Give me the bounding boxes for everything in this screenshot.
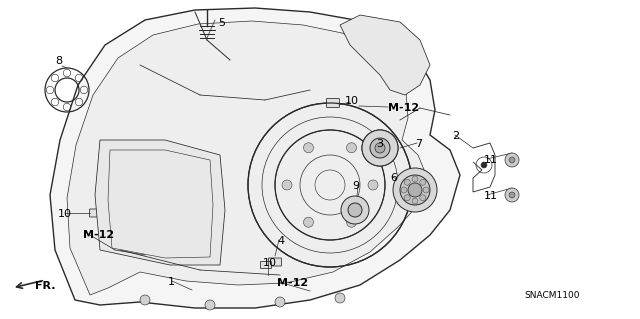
Text: M-12: M-12 bbox=[277, 278, 308, 288]
Circle shape bbox=[404, 179, 410, 185]
Circle shape bbox=[423, 187, 429, 193]
Text: 7: 7 bbox=[415, 139, 422, 149]
Circle shape bbox=[282, 180, 292, 190]
Circle shape bbox=[368, 180, 378, 190]
Circle shape bbox=[401, 187, 407, 193]
Circle shape bbox=[346, 143, 356, 153]
Circle shape bbox=[505, 188, 519, 202]
Text: 8: 8 bbox=[55, 56, 62, 66]
Circle shape bbox=[341, 196, 369, 224]
FancyBboxPatch shape bbox=[90, 209, 100, 217]
FancyBboxPatch shape bbox=[260, 262, 271, 269]
Circle shape bbox=[335, 293, 345, 303]
Text: M-12: M-12 bbox=[388, 103, 419, 113]
Text: 4: 4 bbox=[277, 236, 284, 246]
Circle shape bbox=[370, 138, 390, 158]
Circle shape bbox=[509, 192, 515, 198]
Circle shape bbox=[481, 162, 487, 168]
Text: 10: 10 bbox=[345, 96, 359, 106]
Circle shape bbox=[404, 195, 410, 201]
Circle shape bbox=[393, 168, 437, 212]
FancyBboxPatch shape bbox=[269, 258, 282, 266]
Circle shape bbox=[362, 130, 398, 166]
Circle shape bbox=[412, 176, 418, 182]
Text: 11: 11 bbox=[484, 191, 498, 201]
Circle shape bbox=[140, 295, 150, 305]
Polygon shape bbox=[50, 8, 460, 308]
Polygon shape bbox=[95, 140, 225, 265]
Text: FR.: FR. bbox=[35, 281, 56, 291]
Text: M-12: M-12 bbox=[83, 230, 114, 240]
Text: 9: 9 bbox=[352, 181, 359, 191]
Circle shape bbox=[505, 153, 519, 167]
Circle shape bbox=[348, 203, 362, 217]
Circle shape bbox=[408, 183, 422, 197]
Text: 5: 5 bbox=[218, 18, 225, 28]
Text: 10: 10 bbox=[263, 258, 277, 268]
Text: 10: 10 bbox=[58, 209, 72, 219]
Circle shape bbox=[275, 297, 285, 307]
Circle shape bbox=[303, 217, 314, 227]
Circle shape bbox=[205, 300, 215, 310]
Polygon shape bbox=[340, 15, 430, 95]
FancyBboxPatch shape bbox=[326, 99, 339, 108]
Text: 1: 1 bbox=[168, 277, 175, 287]
Polygon shape bbox=[67, 21, 427, 295]
Circle shape bbox=[346, 217, 356, 227]
Text: 11: 11 bbox=[484, 155, 498, 165]
Circle shape bbox=[400, 175, 430, 205]
Text: 3: 3 bbox=[376, 139, 383, 149]
Text: 2: 2 bbox=[452, 131, 459, 141]
Circle shape bbox=[420, 179, 426, 185]
Text: SNACM1100: SNACM1100 bbox=[524, 291, 579, 300]
Circle shape bbox=[509, 157, 515, 163]
Text: 6: 6 bbox=[390, 173, 397, 183]
Circle shape bbox=[303, 143, 314, 153]
Circle shape bbox=[375, 143, 385, 153]
Circle shape bbox=[420, 195, 426, 201]
Circle shape bbox=[412, 198, 418, 204]
